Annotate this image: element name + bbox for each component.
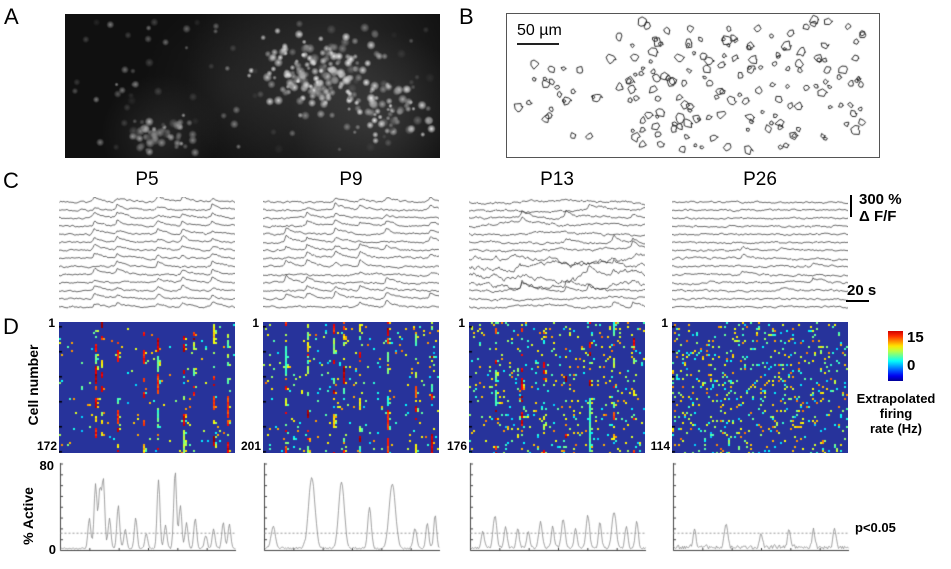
colorbar-title-line3: rate (Hz) [869, 421, 922, 436]
panel-d-label: D [3, 314, 19, 339]
significance-label: p<0.05 [855, 520, 896, 535]
colorbar-title-line2: firing [879, 406, 913, 421]
cell-count-p5: 172 [36, 439, 57, 453]
scale-bar-label: 50 µm [517, 22, 562, 39]
column-title-p9: P9 [339, 169, 363, 190]
panel-b-label: B [459, 4, 474, 29]
panel-a-label: A [4, 4, 19, 29]
active-plot-canvas-p9 [263, 461, 441, 553]
traces-canvas-p13 [469, 197, 645, 310]
panel-b-roi-map: 50 µm [506, 13, 880, 158]
dff-scale-unit: Δ F/F [859, 208, 897, 225]
roi-outline-canvas [507, 14, 877, 155]
percent-active-axis-label: % Active [20, 487, 36, 545]
traces-canvas-p5 [59, 197, 235, 310]
cell-count-p9: 201 [240, 439, 261, 453]
colorbar [888, 331, 903, 381]
colorbar-title-line1: Extrapolated [856, 391, 936, 406]
cell-count-p26: 114 [650, 439, 670, 453]
active-plot-canvas-p26 [672, 461, 850, 553]
cell-count-p13: 176 [446, 439, 467, 453]
cell-number-axis-label: Cell number [25, 344, 41, 426]
raster-top-row-label-p9: 1 [252, 316, 259, 330]
colorbar-max-label: 15 [907, 329, 924, 346]
active-ymax-label: 80 [39, 458, 54, 473]
raster-canvas-p13 [469, 322, 645, 453]
dff-scale-bar [850, 195, 852, 217]
colorbar-title: Extrapolated firing rate (Hz) [841, 391, 951, 436]
column-title-p13: P13 [540, 169, 574, 190]
traces-canvas-p26 [672, 197, 848, 310]
time-scale-bar [846, 300, 869, 302]
panel-a-fluorescence-image [65, 14, 440, 158]
time-scale-label: 20 s [847, 282, 877, 299]
active-ymin-label: 0 [48, 542, 56, 557]
traces-canvas-p9 [263, 197, 439, 310]
active-plot-canvas-p13 [469, 461, 647, 553]
active-plot-canvas-p5 [59, 461, 237, 553]
column-title-p26: P26 [743, 169, 777, 190]
dff-scale-text: 300 % Δ F/F [859, 191, 902, 225]
colorbar-min-label: 0 [907, 357, 916, 374]
raster-canvas-p26 [672, 322, 848, 453]
scale-bar-line [517, 43, 559, 45]
column-title-p5: P5 [135, 169, 159, 190]
panel-c-label: C [3, 168, 19, 193]
raster-top-row-label-p13: 1 [458, 316, 465, 330]
raster-top-row-label-p5: 1 [48, 316, 55, 330]
raster-canvas-p5 [59, 322, 235, 453]
dff-scale-value: 300 % [859, 191, 902, 208]
raster-canvas-p9 [263, 322, 439, 453]
raster-top-row-label-p26: 1 [661, 316, 668, 330]
